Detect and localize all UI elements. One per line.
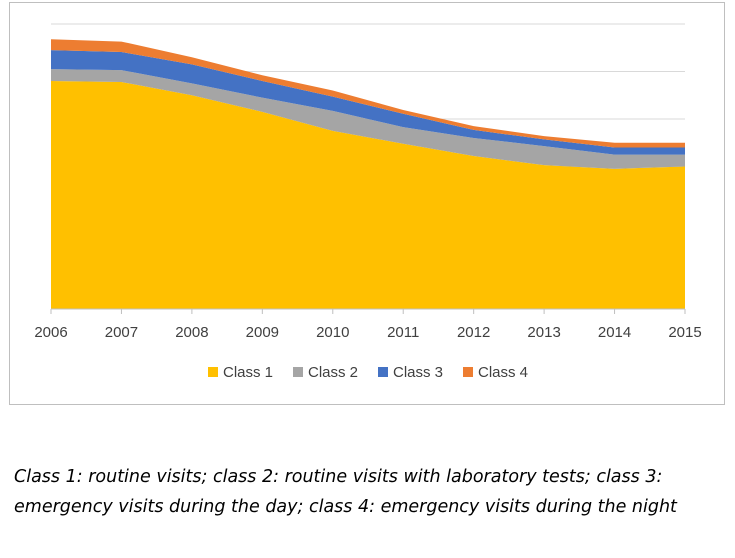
legend-swatch-3: [378, 367, 388, 377]
legend-label-1: Class 1: [223, 364, 273, 381]
x-tick-label: 2013: [527, 324, 560, 341]
legend-swatch-1: [208, 367, 218, 377]
legend-swatch-4: [463, 367, 473, 377]
legend-swatch-2: [293, 367, 303, 377]
x-tick-label: 2010: [316, 324, 349, 341]
x-tick-label: 2014: [598, 324, 631, 341]
x-tick-label: 2006: [34, 324, 67, 341]
legend-label-2: Class 2: [308, 364, 358, 381]
area-series-3: [51, 50, 685, 155]
x-tick-label: 2009: [246, 324, 279, 341]
legend-label-3: Class 3: [393, 364, 443, 381]
legend: Class 1 Class 2 Class 3 Class 4: [208, 364, 528, 381]
stacked-area-chart: 2006 2007 2008 2009 2010 2011 2012 2013 2014 2015…: [34, 23, 702, 381]
figure-caption: Class 1: routine visits; class 2: routin…: [14, 462, 726, 522]
caption-line-1: Class 1: routine visits; class 2: routin…: [14, 467, 663, 487]
chart-frame: 2006 2007 2008 2009 2010 2011 2012 2013 2014 2015…: [9, 2, 725, 405]
x-tick-label: 2011: [387, 324, 419, 341]
area-series-4: [51, 39, 685, 148]
x-axis: 2006 2007 2008 2009 2010 2011 2012 2013 2014 2015: [34, 308, 702, 341]
x-tick-label: 2008: [175, 324, 208, 341]
x-tick-label: 2012: [457, 324, 490, 341]
legend-label-4: Class 4: [478, 364, 528, 381]
series-areas: [51, 39, 685, 309]
caption-line-2: emergency visits during the day; class 4…: [14, 497, 677, 517]
area-series-1: [51, 81, 685, 309]
x-tick-label: 2007: [105, 324, 138, 341]
x-tick-label: 2015: [668, 324, 701, 341]
